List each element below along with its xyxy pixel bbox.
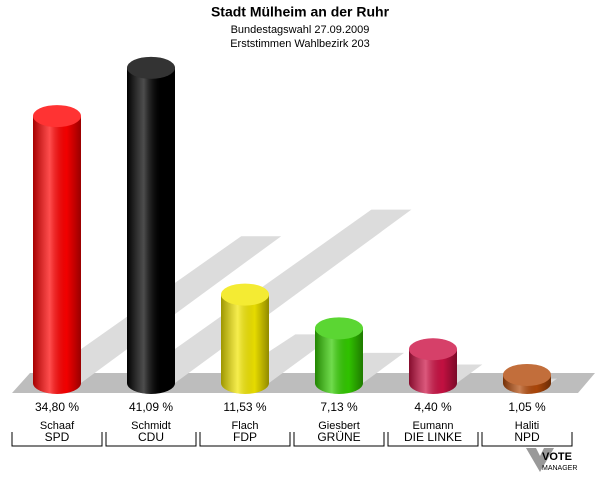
bar-top xyxy=(127,56,175,79)
bar-shadow xyxy=(127,209,412,383)
bar-top xyxy=(503,363,551,386)
x-tick-label: GRÜNE xyxy=(317,430,360,444)
bar-shade xyxy=(127,67,175,384)
bracket xyxy=(387,432,479,447)
candidate-label: Flach xyxy=(232,420,259,432)
value-label: 11,53 % xyxy=(223,400,266,414)
x-tick-label: NPD xyxy=(514,430,540,444)
chart-title: Stadt Mülheim an der Ruhr xyxy=(211,4,390,20)
x-tick-label: SPD xyxy=(45,430,70,444)
candidate-label: Eumann xyxy=(413,420,454,432)
logo: VOTE MANAGER xyxy=(526,448,577,472)
bar-shade xyxy=(33,116,81,384)
bar-top-shade xyxy=(33,105,81,128)
candidate-label: Haliti xyxy=(515,420,539,432)
logo-icon xyxy=(526,448,554,472)
candidate-label: Schaaf xyxy=(40,420,75,432)
value-label: 34,80 % xyxy=(35,400,79,414)
bar-top-shade xyxy=(127,56,175,79)
x-tick-label: DIE LINKE xyxy=(404,430,462,444)
candidate-label: Giesbert xyxy=(318,420,360,432)
bracket xyxy=(199,432,291,447)
chart-subtitle: Erststimmen Wahlbezirk 203 xyxy=(230,38,370,50)
chart-subtitle: Bundestagswahl 27.09.2009 xyxy=(231,24,370,36)
value-label: 7,13 % xyxy=(320,400,358,414)
bar-top-shade xyxy=(221,283,269,306)
bracket xyxy=(481,432,573,447)
bracket xyxy=(105,432,197,447)
bar-top-shade xyxy=(315,317,363,340)
bar-top xyxy=(33,105,81,128)
value-label: 41,09 % xyxy=(129,400,173,414)
bar-top xyxy=(409,338,457,361)
bar-top-shade xyxy=(503,363,551,386)
bars xyxy=(33,56,551,394)
bracket xyxy=(11,432,103,447)
bar-shade xyxy=(221,294,269,383)
shadows xyxy=(33,209,558,383)
bar-top xyxy=(221,283,269,306)
candidate-label: Schmidt xyxy=(131,420,171,432)
logo-text: VOTE xyxy=(542,451,572,463)
bar-top xyxy=(315,317,363,340)
value-label: 4,40 % xyxy=(414,400,452,414)
bar-top-shade xyxy=(409,338,457,361)
logo-text: MANAGER xyxy=(542,465,577,472)
value-label: 1,05 % xyxy=(508,400,546,414)
bracket xyxy=(293,432,385,447)
x-tick-label: CDU xyxy=(138,430,164,444)
x-tick-label: FDP xyxy=(233,430,257,444)
